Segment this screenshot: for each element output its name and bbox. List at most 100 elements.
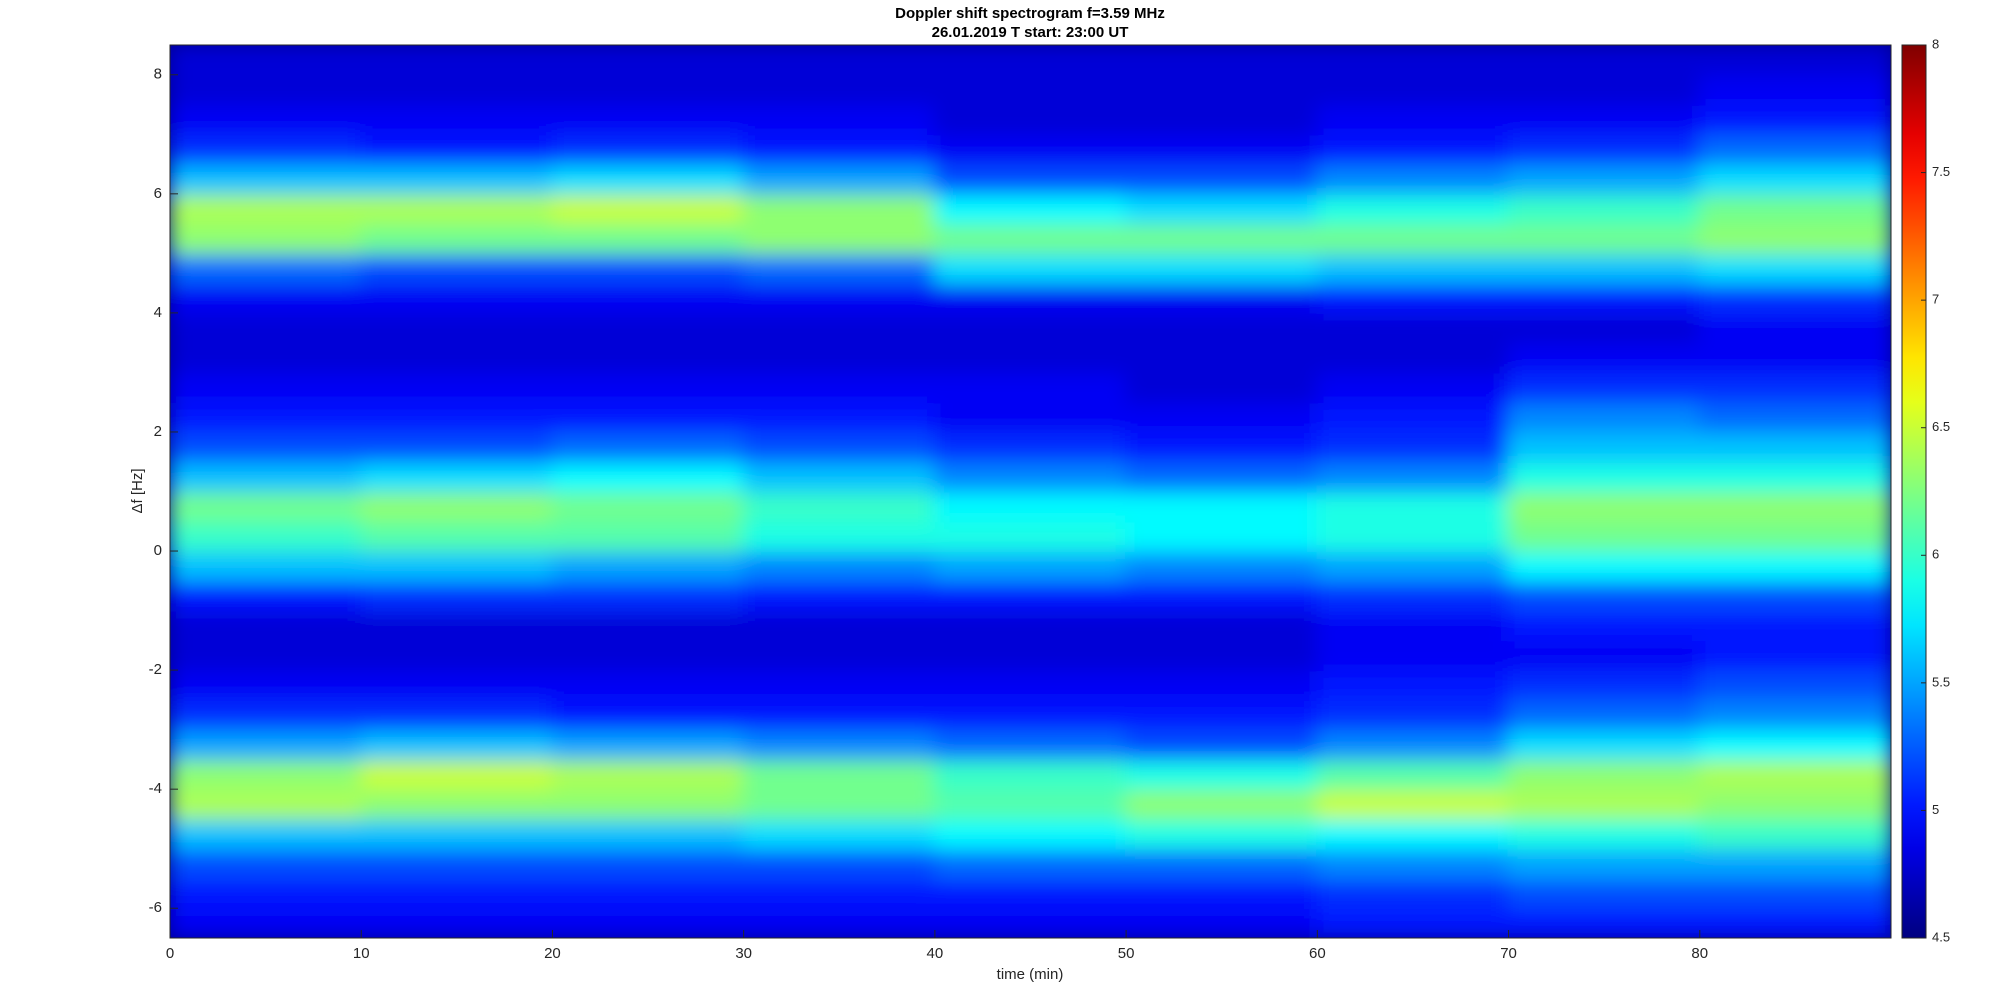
heatmap [170, 45, 1891, 938]
colorbar-tick-label: 4.5 [1932, 929, 1950, 944]
heatmap-cell [933, 73, 1128, 106]
y-tick-label: -2 [149, 661, 162, 678]
heatmap-cell [1125, 311, 1319, 344]
heatmap-cell [551, 788, 745, 820]
heatmap-cell [551, 252, 745, 285]
heatmap-cell [933, 192, 1128, 225]
heatmap-cell [1698, 609, 1891, 642]
heatmap-cell [742, 788, 936, 820]
heatmap-cell [170, 103, 363, 136]
heatmap-cell [1316, 698, 1510, 731]
heatmap-cell [1507, 490, 1701, 523]
heatmap-cell [170, 907, 363, 938]
heatmap-cell [551, 222, 745, 255]
heatmap-cell [360, 371, 554, 404]
heatmap-cell [1507, 222, 1701, 255]
heatmap-cell [933, 163, 1128, 195]
heatmap-cell [170, 341, 363, 374]
colorbar-tick-label: 7.5 [1932, 164, 1950, 179]
heatmap-cell [1507, 847, 1701, 880]
heatmap-cell [360, 847, 554, 880]
heatmap-cell [170, 490, 363, 523]
heatmap-cell [1698, 758, 1891, 791]
heatmap-cell [360, 192, 554, 225]
heatmap-cell [742, 579, 936, 612]
heatmap-cell [551, 579, 745, 612]
colorbar-tick-label: 5.5 [1932, 674, 1950, 689]
heatmap-cell [1316, 609, 1510, 642]
heatmap-cell [933, 371, 1128, 404]
heatmap-cell [170, 847, 363, 880]
heatmap-cell [1125, 728, 1319, 761]
heatmap-cell [551, 45, 745, 76]
heatmap-cell [1507, 430, 1701, 463]
heatmap-cell [1316, 73, 1510, 106]
heatmap-cell [1698, 550, 1891, 582]
heatmap-cell [1316, 847, 1510, 880]
heatmap-cell [551, 550, 745, 582]
heatmap-cell [1698, 252, 1891, 285]
heatmap-cell [1125, 520, 1319, 553]
colorbar-tick-label: 6.5 [1932, 419, 1950, 434]
heatmap-cell [551, 341, 745, 374]
heatmap-cell [170, 550, 363, 582]
heatmap-cell [1507, 669, 1701, 701]
heatmap-cell [360, 817, 554, 850]
heatmap-cell [933, 907, 1128, 938]
heatmap-cell [170, 222, 363, 255]
heatmap-cell [742, 252, 936, 285]
heatmap-cell [1698, 73, 1891, 106]
heatmap-cell [551, 401, 745, 433]
y-tick-label: -6 [149, 899, 162, 916]
heatmap-cell [1316, 371, 1510, 404]
heatmap-cell [933, 45, 1128, 76]
heatmap-cell [551, 609, 745, 642]
heatmap-cell [1507, 311, 1701, 344]
heatmap-cell [551, 817, 745, 850]
heatmap-cell [1507, 758, 1701, 791]
heatmap-cell [742, 817, 936, 850]
x-tick-label: 40 [927, 945, 944, 962]
x-tick-label: 80 [1691, 945, 1708, 962]
heatmap-cell [1507, 550, 1701, 582]
heatmap-cell [1125, 430, 1319, 463]
heatmap-cell [551, 490, 745, 523]
heatmap-cell [742, 401, 936, 433]
heatmap-cell [1698, 520, 1891, 553]
heatmap-cell [1698, 133, 1891, 166]
heatmap-cell [1316, 311, 1510, 344]
heatmap-cell [1698, 45, 1891, 76]
heatmap-cell [551, 73, 745, 106]
heatmap-cell [1507, 401, 1701, 433]
heatmap-cell [1316, 669, 1510, 701]
heatmap-cell [933, 609, 1128, 642]
heatmap-cell [1125, 847, 1319, 880]
heatmap-cell [742, 877, 936, 910]
heatmap-cell [360, 758, 554, 791]
colorbar-tick-label: 8 [1932, 36, 1939, 51]
heatmap-cell [360, 163, 554, 195]
heatmap-cell [1125, 282, 1319, 314]
heatmap-cell [360, 698, 554, 731]
heatmap-cell [170, 817, 363, 850]
heatmap-cell [551, 192, 745, 225]
heatmap-cell [1125, 163, 1319, 195]
heatmap-cell [933, 758, 1128, 791]
heatmap-cell [933, 222, 1128, 255]
heatmap-cell [933, 103, 1128, 136]
heatmap-cell [551, 847, 745, 880]
y-tick-label: -4 [149, 780, 162, 797]
heatmap-cell [360, 550, 554, 582]
heatmap-cell [1125, 192, 1319, 225]
heatmap-cell [170, 520, 363, 553]
heatmap-cell [1507, 103, 1701, 136]
colorbar-tick-label: 6 [1932, 547, 1939, 562]
heatmap-cell [551, 907, 745, 938]
heatmap-cell [1125, 698, 1319, 731]
heatmap-cell [1507, 788, 1701, 820]
heatmap-cell [170, 698, 363, 731]
heatmap-cell [1125, 788, 1319, 820]
heatmap-cell [1125, 460, 1319, 493]
heatmap-cell [742, 847, 936, 880]
heatmap-cell [933, 698, 1128, 731]
